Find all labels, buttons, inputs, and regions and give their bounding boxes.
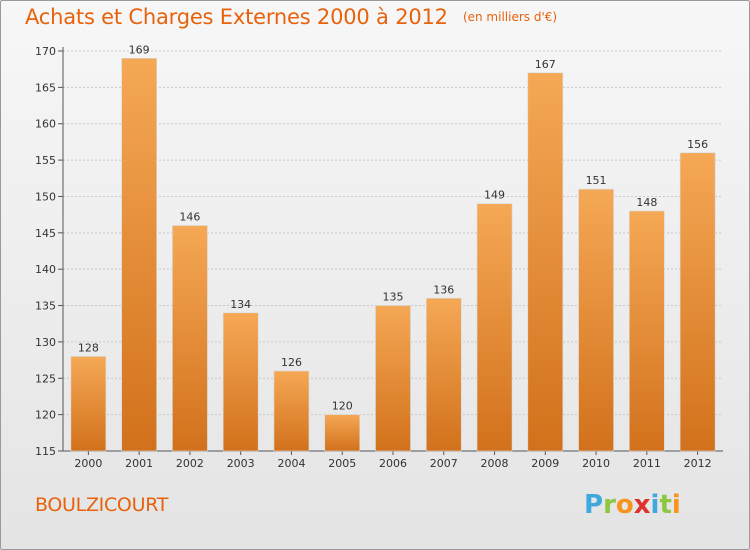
bar: [172, 225, 208, 452]
data-label: 146: [179, 211, 200, 224]
x-tick-label: 2009: [531, 457, 559, 470]
bar: [578, 188, 614, 452]
data-label: 148: [636, 196, 657, 209]
y-tick-label: 135: [35, 300, 56, 313]
data-label: 149: [484, 189, 505, 202]
x-tick-label: 2010: [582, 457, 610, 470]
chart-header: Achats et Charges Externes 2000 à 2012 (…: [25, 5, 557, 29]
y-tick-label: 155: [35, 154, 56, 167]
x-tick-label: 2008: [481, 457, 509, 470]
data-label: 135: [383, 291, 404, 304]
x-tick-label: 2005: [328, 457, 356, 470]
y-tick-label: 130: [35, 336, 56, 349]
y-tick-label: 165: [35, 81, 56, 94]
x-tick-label: 2003: [227, 457, 255, 470]
data-label: 128: [78, 341, 99, 354]
logo-letter: i: [671, 490, 681, 520]
data-label: 169: [129, 43, 150, 56]
logo-letter: t: [659, 490, 672, 520]
y-tick-label: 120: [35, 409, 56, 422]
commune-name: BOULZICOURT: [35, 494, 169, 516]
chart-unit: (en milliers d'€): [462, 10, 558, 24]
y-tick-label: 170: [35, 45, 56, 58]
logo-letter: o: [615, 490, 634, 520]
bar: [324, 414, 361, 452]
x-tick-label: 2001: [125, 457, 153, 470]
bar: [273, 370, 310, 452]
y-tick-label: 160: [35, 118, 56, 131]
data-label: 126: [281, 356, 302, 369]
logo-letter: r: [603, 490, 616, 520]
x-tick-label: 2007: [430, 457, 458, 470]
y-tick-label: 150: [35, 190, 56, 203]
y-tick-label: 115: [35, 445, 56, 458]
data-label: 136: [433, 283, 454, 296]
bar: [70, 356, 107, 452]
data-label: 167: [535, 58, 556, 71]
x-tick-label: 2011: [633, 457, 661, 470]
y-tick-label: 125: [35, 372, 56, 385]
x-tick-label: 2002: [176, 457, 204, 470]
data-label: 134: [230, 298, 251, 311]
bar: [121, 57, 157, 452]
x-tick-label: 2006: [379, 457, 407, 470]
logo-letter: x: [633, 490, 651, 520]
y-tick-label: 145: [35, 227, 56, 240]
y-tick-label: 140: [35, 263, 56, 276]
x-tick-label: 2012: [684, 457, 712, 470]
bar: [629, 210, 665, 452]
data-label: 156: [687, 138, 708, 151]
chart-title: Achats et Charges Externes 2000 à 2012: [25, 5, 448, 29]
bar: [425, 297, 462, 452]
bar: [476, 203, 513, 452]
logo-letter: P: [584, 490, 604, 520]
data-label: 120: [332, 400, 353, 413]
bar: [679, 152, 716, 452]
logo-letter: i: [650, 490, 660, 520]
bars: [70, 57, 716, 452]
x-tick-label: 2004: [277, 457, 305, 470]
x-tick-label: 2000: [74, 457, 102, 470]
labels: 115 120 125 130 135 140 145 150 155 160 165 170 128 2…: [35, 43, 712, 470]
data-label: 151: [586, 174, 607, 187]
bar: [375, 305, 411, 452]
bar: [527, 72, 564, 452]
bar: [222, 312, 259, 452]
proxiti-logo[interactable]: Proxiti: [584, 490, 681, 520]
